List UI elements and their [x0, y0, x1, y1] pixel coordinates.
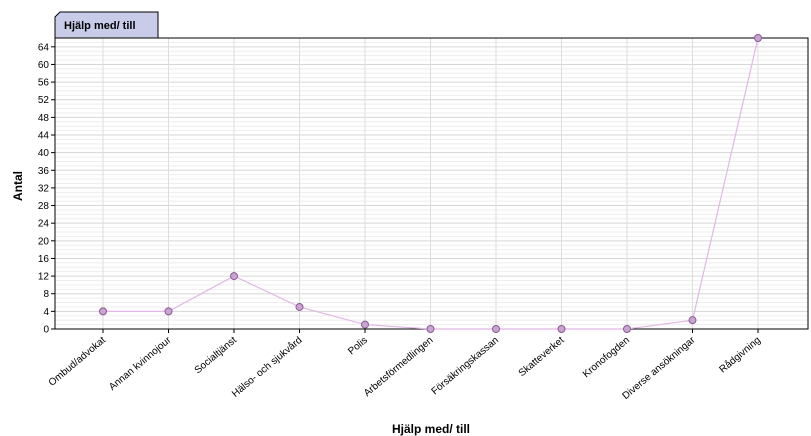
- y-tick-label: 32: [38, 183, 50, 194]
- series-layer: [99, 34, 762, 333]
- y-tick-label: 4: [43, 307, 49, 318]
- data-point: [557, 325, 566, 333]
- chart-title: Hjälp med/ till: [64, 20, 136, 32]
- y-tick-label: 56: [38, 78, 50, 89]
- x-tick-label: Hälso- och sjukvård: [229, 334, 304, 400]
- data-point: [99, 307, 107, 316]
- y-tick-label: 28: [38, 201, 50, 212]
- data-point: [361, 320, 369, 329]
- x-tick-label: Annan kvinnojour: [107, 334, 174, 393]
- x-tick-label: Kronofogden: [581, 335, 632, 380]
- y-tick-label: 12: [38, 272, 50, 283]
- x-tick-label: Arbetsförmedlingen: [362, 335, 436, 399]
- y-tick-label: 52: [38, 95, 50, 106]
- data-point: [623, 325, 631, 333]
- x-tick-label: Ombud/advokat: [47, 335, 108, 389]
- data-point: [688, 316, 697, 325]
- y-tick-label: 44: [38, 131, 50, 142]
- data-point: [295, 302, 304, 311]
- grid-lines: [55, 37, 808, 329]
- data-point: [230, 272, 238, 281]
- y-tick-label: 36: [38, 166, 50, 177]
- x-tick-label: Socialtjänst: [193, 335, 239, 376]
- x-axis: Ombud/advokat Annan kvinnojour Socialtjäns…: [47, 329, 763, 402]
- data-point: [164, 307, 173, 316]
- y-tick-label: 8: [43, 289, 49, 300]
- data-point: [754, 34, 762, 42]
- data-point: [492, 325, 500, 333]
- x-tick-label: Diverse ansökningar: [621, 334, 698, 401]
- x-tick-label: Polis: [346, 335, 370, 357]
- x-tick-label: Skatteverket: [517, 335, 567, 379]
- data-point: [426, 325, 435, 333]
- y-tick-label: 24: [38, 219, 50, 230]
- y-tick-label: 48: [38, 113, 50, 124]
- y-axis-title: Antal: [11, 171, 25, 201]
- y-tick-label: 60: [38, 60, 50, 71]
- y-tick-label: 20: [38, 236, 50, 247]
- x-axis-title: Hjälp med/ till: [392, 422, 470, 436]
- y-tick-label: 16: [38, 254, 50, 265]
- y-tick-label: 40: [38, 148, 50, 159]
- y-tick-label: 64: [38, 42, 50, 53]
- x-tick-label: Försäkringskassan: [430, 335, 501, 397]
- y-tick-label: 0: [43, 325, 49, 336]
- x-tick-label: Rådgivning: [717, 334, 763, 375]
